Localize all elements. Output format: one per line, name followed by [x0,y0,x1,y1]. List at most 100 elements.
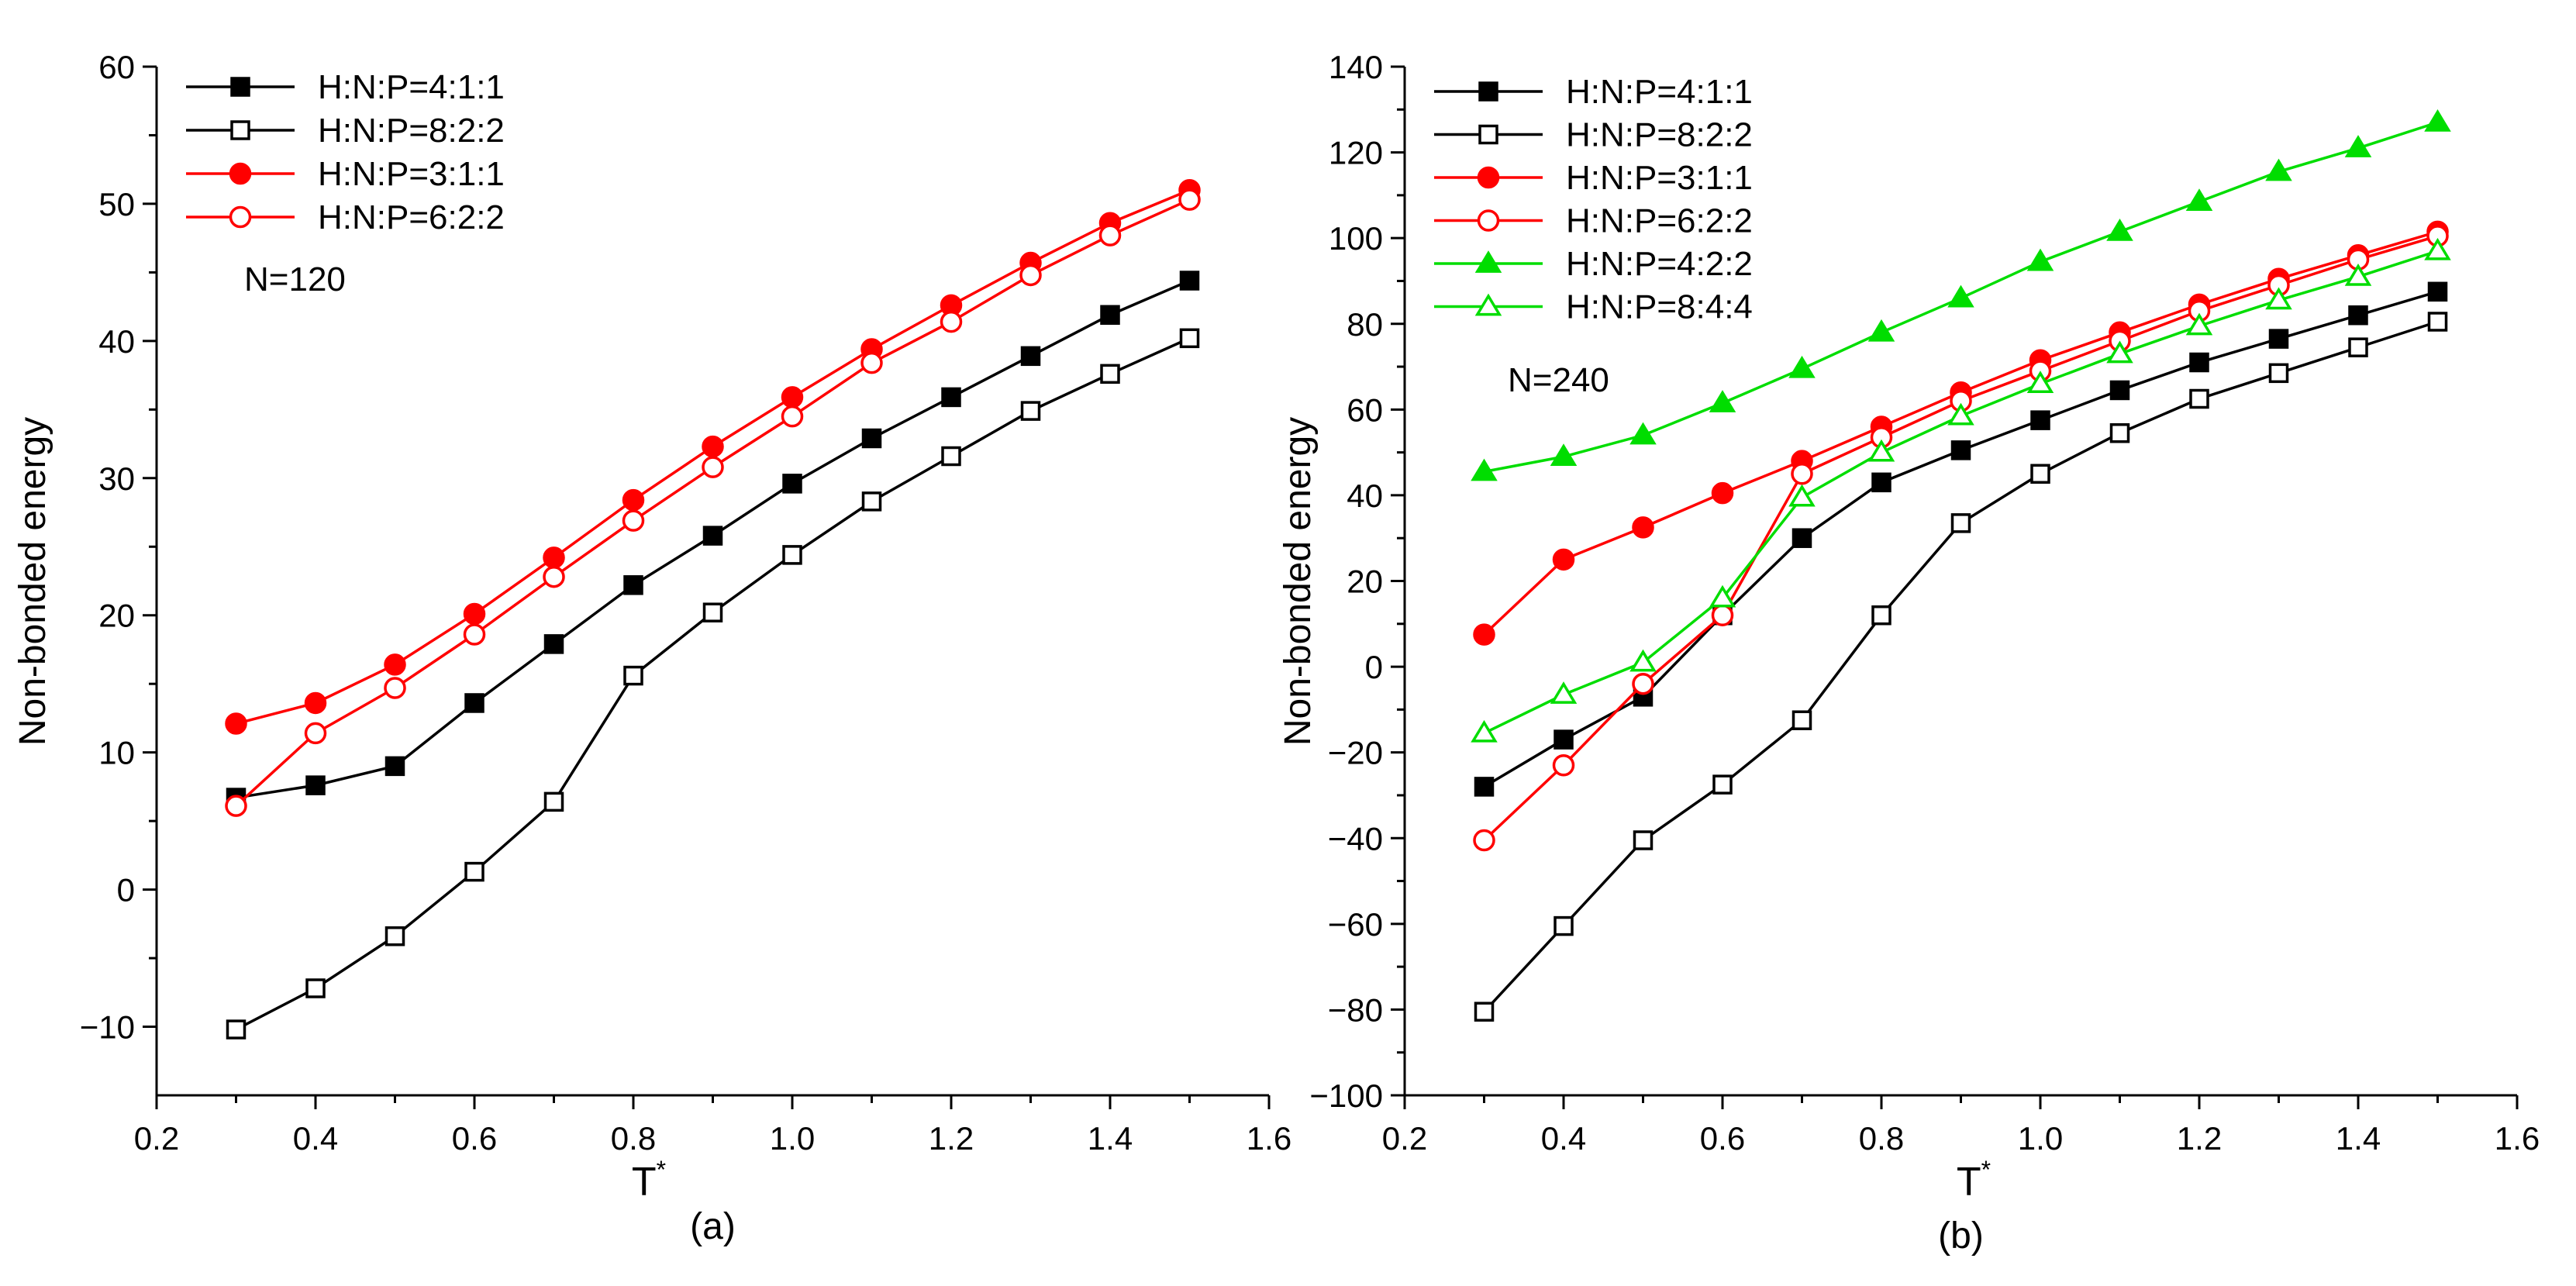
series-4 [1471,109,2451,481]
data-point [702,602,723,622]
legend-label: H:N:P=3:1:1 [318,155,505,193]
legend-label: H:N:P=4:1:1 [1566,73,1753,111]
data-point [2348,337,2368,357]
y-tick-label: 0 [1365,649,1383,685]
legend: H:N:P=4:1:1 H:N:P=8:2:2 H:N:P=3:1:1 H:N:P=6… [186,68,505,236]
data-point [305,775,326,795]
data-point [2109,422,2130,443]
data-point [1709,584,1736,608]
x-tick-label: 1.0 [2018,1120,2063,1157]
y-tick-label: −80 [1328,991,1383,1028]
data-point [2185,312,2213,336]
data-point [2424,237,2451,260]
data-point [702,526,723,546]
x-tick-label: 0.2 [134,1120,179,1157]
y-tick-label: 40 [1347,478,1383,514]
data-point [2106,340,2133,364]
data-point [1554,729,1574,750]
x-tick-label: 1.6 [2495,1120,2540,1157]
series-line [1483,290,2438,788]
data-point [1552,754,1575,777]
data-point [2265,158,2292,181]
data-point [782,545,802,565]
data-point [623,665,643,686]
data-point [1947,284,1974,308]
data-point [2268,329,2289,349]
data-point [2424,109,2451,132]
data-point [543,791,564,812]
data-point [1473,829,1495,852]
x-tick-label: 0.6 [1700,1120,1745,1157]
legend-marker [1477,209,1500,232]
data-point [941,387,961,408]
data-point [1791,710,1812,730]
data-point [463,602,486,626]
data-point [1474,777,1495,797]
legend-marker [1474,293,1502,316]
data-point [1179,271,1200,291]
data-point [225,795,247,817]
y-tick-label: 30 [98,460,135,497]
data-point [941,446,961,467]
data-point [2265,287,2292,310]
data-point [1179,328,1200,349]
data-point [2344,135,2372,157]
data-point [1554,915,1574,936]
data-point [1629,422,1657,445]
data-point [1019,264,1042,287]
x-tick-label: 0.8 [611,1120,656,1157]
data-point [2026,371,2054,394]
y-tick-label: 60 [98,49,135,85]
data-point [1098,224,1122,247]
data-point [2268,363,2289,384]
data-point [385,756,405,777]
x-tick-label: 0.8 [1859,1120,1904,1157]
legend-label: H:N:P=6:2:2 [1566,202,1753,240]
y-tick-label: 40 [98,323,135,360]
x-tick-label: 1.2 [929,1120,974,1157]
data-point [1471,719,1498,743]
data-point [304,722,327,745]
data-point [781,405,804,428]
y-tick-label: −60 [1328,906,1383,943]
data-point [226,1019,247,1039]
data-point [2030,464,2050,484]
data-point [1552,548,1575,571]
series-line [1483,234,2438,842]
legend-label: H:N:P=4:1:1 [318,68,505,106]
data-point [1550,443,1578,467]
y-tick-label: 60 [1347,391,1383,428]
x-tick-label: 0.2 [1382,1120,1427,1157]
legend-label: H:N:P=3:1:1 [1566,159,1753,197]
y-tick-label: −10 [80,1009,135,1046]
legend-marker [1477,166,1500,189]
x-axis-label-superscript: * [657,1156,666,1184]
y-axis-label: Non-bonded energy [12,417,53,746]
data-point [861,428,882,449]
data-point [1020,401,1041,421]
x-tick-label: 1.4 [1088,1120,1133,1157]
data-point [2109,380,2130,401]
legend-marker [229,205,252,229]
data-point [543,546,565,569]
data-point [1709,390,1736,412]
series-3 [225,188,1201,817]
data-point [1950,440,1971,460]
data-point [464,861,485,882]
data-point [1100,305,1120,325]
data-point [2106,218,2133,241]
data-point [385,926,405,946]
series-line [235,198,1191,807]
data-point [622,488,645,512]
data-point [1950,513,1971,533]
data-point [1788,355,1816,378]
data-point [1632,516,1654,539]
y-tick-label: 20 [1347,564,1383,600]
data-point [1178,188,1201,211]
data-point [1871,472,1891,493]
data-point [1020,346,1041,367]
legend-marker [229,162,252,185]
legend: H:N:P=4:1:1 H:N:P=8:2:2 H:N:P=3:1:1 H:N:P=6… [1434,73,1753,326]
y-tick-label: −20 [1328,735,1383,771]
